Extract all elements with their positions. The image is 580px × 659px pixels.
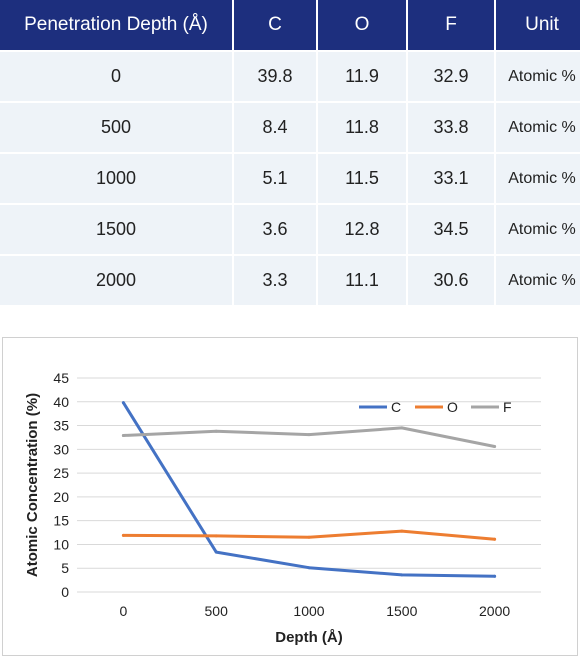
legend-label-o: O [447, 399, 458, 415]
x-tick-label: 500 [205, 603, 229, 619]
header-penetration-depth: Penetration Depth (Å) [0, 0, 234, 51]
chart-canvas: 0 5 10 15 20 25 30 35 40 45 0 500 1000 1500 2000 Depth … [24, 370, 541, 646]
cell-unit: Atomic % [495, 50, 580, 102]
data-point-f [307, 433, 311, 437]
cell-f: 30.6 [407, 254, 496, 305]
series-line-c [121, 401, 497, 578]
cell-depth: 500 [0, 101, 234, 153]
y-tick-label: 5 [61, 560, 69, 576]
data-point-c [307, 566, 311, 570]
data-point-c [493, 574, 497, 578]
cell-c: 3.6 [233, 203, 318, 255]
table-row: 1000 5.1 11.5 33.1 Atomic % [0, 152, 580, 204]
table-header-row: Penetration Depth (Å) C O F Unit [0, 0, 580, 51]
cell-f: 33.8 [407, 101, 496, 153]
y-tick-label: 25 [53, 465, 69, 481]
y-tick-label: 40 [53, 394, 69, 410]
y-tick-label: 35 [53, 418, 69, 434]
cell-c: 5.1 [233, 152, 318, 204]
data-point-f [400, 426, 404, 430]
y-tick-label: 45 [53, 370, 69, 386]
cell-o: 12.8 [317, 203, 408, 255]
data-point-f [214, 429, 218, 433]
header-f: F [407, 0, 496, 51]
cell-depth: 0 [0, 50, 234, 102]
cell-o: 11.1 [317, 254, 408, 305]
composition-table: Penetration Depth (Å) C O F Unit 0 39.8 … [0, 0, 580, 305]
data-point-o [121, 533, 125, 537]
data-point-o [493, 537, 497, 541]
header-c: C [233, 0, 318, 51]
y-tick-label: 20 [53, 489, 69, 505]
x-tick-label: 0 [120, 603, 128, 619]
cell-unit: Atomic % [495, 101, 580, 153]
data-point-c [121, 401, 125, 405]
data-point-f [493, 444, 497, 448]
cell-unit: Atomic % [495, 203, 580, 255]
cell-o: 11.5 [317, 152, 408, 204]
data-point-o [214, 534, 218, 538]
cell-depth: 1500 [0, 203, 234, 255]
cell-unit: Atomic % [495, 254, 580, 305]
data-point-c [400, 573, 404, 577]
cell-c: 8.4 [233, 101, 318, 153]
data-point-f [121, 434, 125, 438]
cell-depth: 1000 [0, 152, 234, 204]
data-point-c [214, 550, 218, 554]
legend-label-f: F [503, 399, 512, 415]
cell-o: 11.9 [317, 50, 408, 102]
table-row: 2000 3.3 11.1 30.6 Atomic % [0, 254, 580, 305]
series-line-f [121, 426, 497, 448]
data-point-o [400, 529, 404, 533]
line-chart: 0 5 10 15 20 25 30 35 40 45 0 500 1000 1500 2000 Depth … [2, 337, 578, 656]
cell-depth: 2000 [0, 254, 234, 305]
legend-label-c: C [391, 399, 401, 415]
cell-f: 33.1 [407, 152, 496, 204]
cell-f: 32.9 [407, 50, 496, 102]
cell-c: 39.8 [233, 50, 318, 102]
table-row: 500 8.4 11.8 33.8 Atomic % [0, 101, 580, 153]
y-tick-label: 15 [53, 513, 69, 529]
x-tick-label: 2000 [479, 603, 510, 619]
x-axis-title: Depth (Å) [275, 629, 343, 646]
table-row: 1500 3.6 12.8 34.5 Atomic % [0, 203, 580, 255]
x-tick-label: 1500 [386, 603, 417, 619]
cell-o: 11.8 [317, 101, 408, 153]
header-unit: Unit [495, 0, 580, 51]
cell-c: 3.3 [233, 254, 318, 305]
y-tick-label: 10 [53, 536, 69, 552]
data-point-o [307, 535, 311, 539]
cell-unit: Atomic % [495, 152, 580, 204]
cell-f: 34.5 [407, 203, 496, 255]
y-tick-label: 0 [61, 584, 69, 600]
table-row: 0 39.8 11.9 32.9 Atomic % [0, 50, 580, 102]
x-tick-label: 1000 [293, 603, 324, 619]
y-tick-label: 30 [53, 441, 69, 457]
header-o: O [317, 0, 408, 51]
y-axis-title: Atomic Concentration (%) [24, 393, 41, 577]
